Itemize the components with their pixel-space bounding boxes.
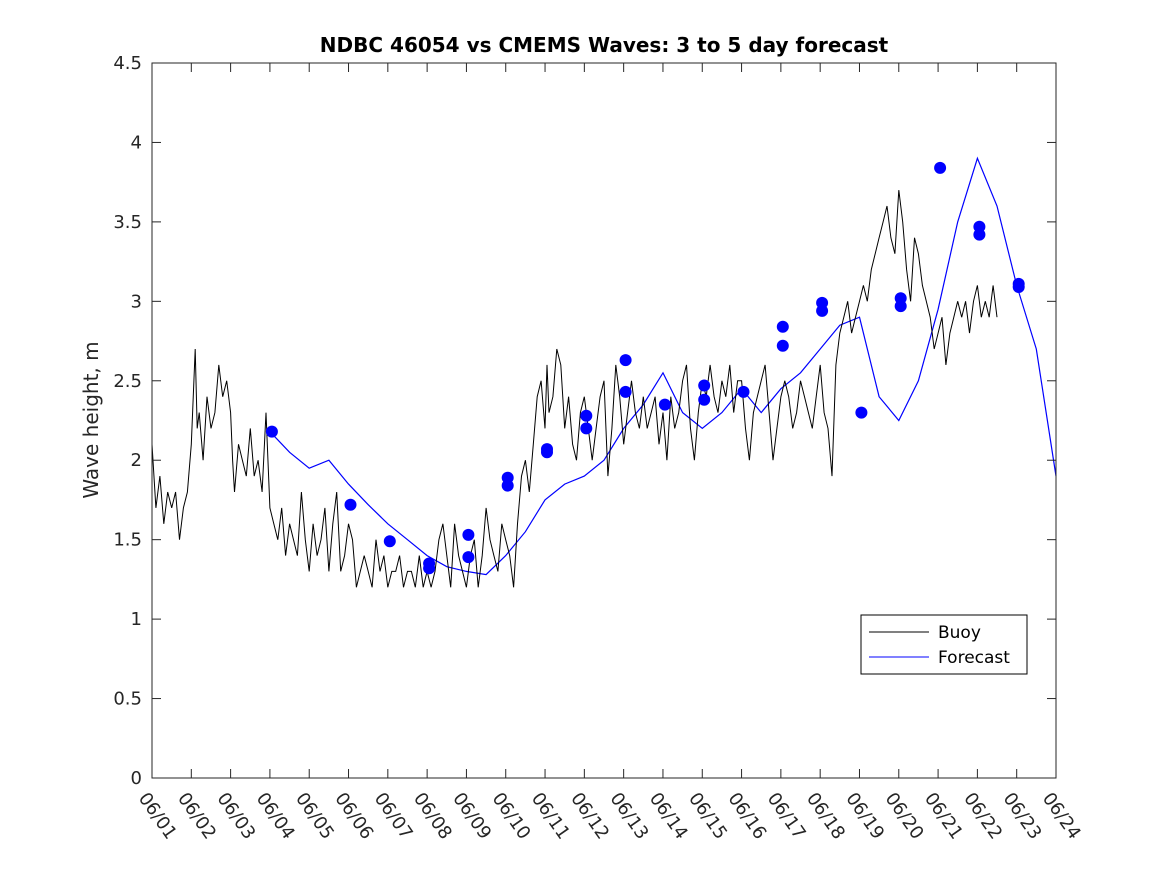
y-tick-label: 2	[131, 450, 142, 471]
forecast-marker	[423, 562, 436, 575]
forecast-marker	[855, 406, 868, 419]
forecast-marker	[698, 379, 711, 392]
forecast-marker	[934, 161, 947, 174]
forecast-marker	[776, 339, 789, 352]
forecast-marker	[344, 498, 357, 511]
forecast-marker	[265, 425, 278, 438]
forecast-marker	[816, 304, 829, 317]
y-tick-label: 3.5	[113, 212, 142, 233]
forecast-marker	[776, 320, 789, 333]
forecast-marker	[580, 409, 593, 422]
forecast-marker	[580, 422, 593, 435]
y-tick-label: 2.5	[113, 371, 142, 392]
forecast-marker	[737, 385, 750, 398]
y-axis-label: Wave height, m	[79, 341, 103, 498]
y-tick-label: 0.5	[113, 689, 142, 710]
chart-title: NDBC 46054 vs CMEMS Waves: 3 to 5 day fo…	[320, 33, 889, 57]
plot-frame	[151, 62, 1057, 779]
forecast-marker	[1012, 281, 1025, 293]
y-axis-ticks: 0 0.5 1 1.5 2 2.5 3 3.5 4 4.5	[113, 53, 1056, 789]
forecast-marker	[973, 228, 986, 241]
y-tick-label: 4.5	[113, 53, 142, 74]
forecast-marker	[894, 300, 907, 313]
legend: Buoy Forecast	[860, 614, 1028, 675]
y-tick-label: 3	[131, 291, 142, 312]
forecast-series	[269, 156, 1057, 576]
y-tick-label: 1	[131, 609, 142, 630]
forecast-marker	[698, 393, 711, 406]
forecast-markers	[265, 161, 1025, 575]
forecast-marker	[541, 446, 553, 459]
forecast-marker	[501, 479, 514, 492]
y-tick-label: 0	[131, 768, 142, 789]
forecast-marker	[383, 535, 396, 548]
legend-box	[860, 614, 1028, 675]
y-tick-label: 1.5	[113, 530, 142, 551]
y-tick-label: 4	[131, 132, 142, 153]
forecast-line	[269, 156, 1057, 576]
legend-forecast-label: Forecast	[938, 648, 1010, 668]
forecast-marker	[619, 385, 632, 398]
forecast-marker	[462, 551, 475, 564]
legend-buoy-label: Buoy	[938, 623, 981, 643]
forecast-marker	[619, 354, 632, 367]
forecast-marker	[462, 528, 475, 541]
buoy-line	[151, 190, 998, 588]
forecast-marker	[658, 398, 671, 411]
buoy-series	[151, 190, 998, 588]
